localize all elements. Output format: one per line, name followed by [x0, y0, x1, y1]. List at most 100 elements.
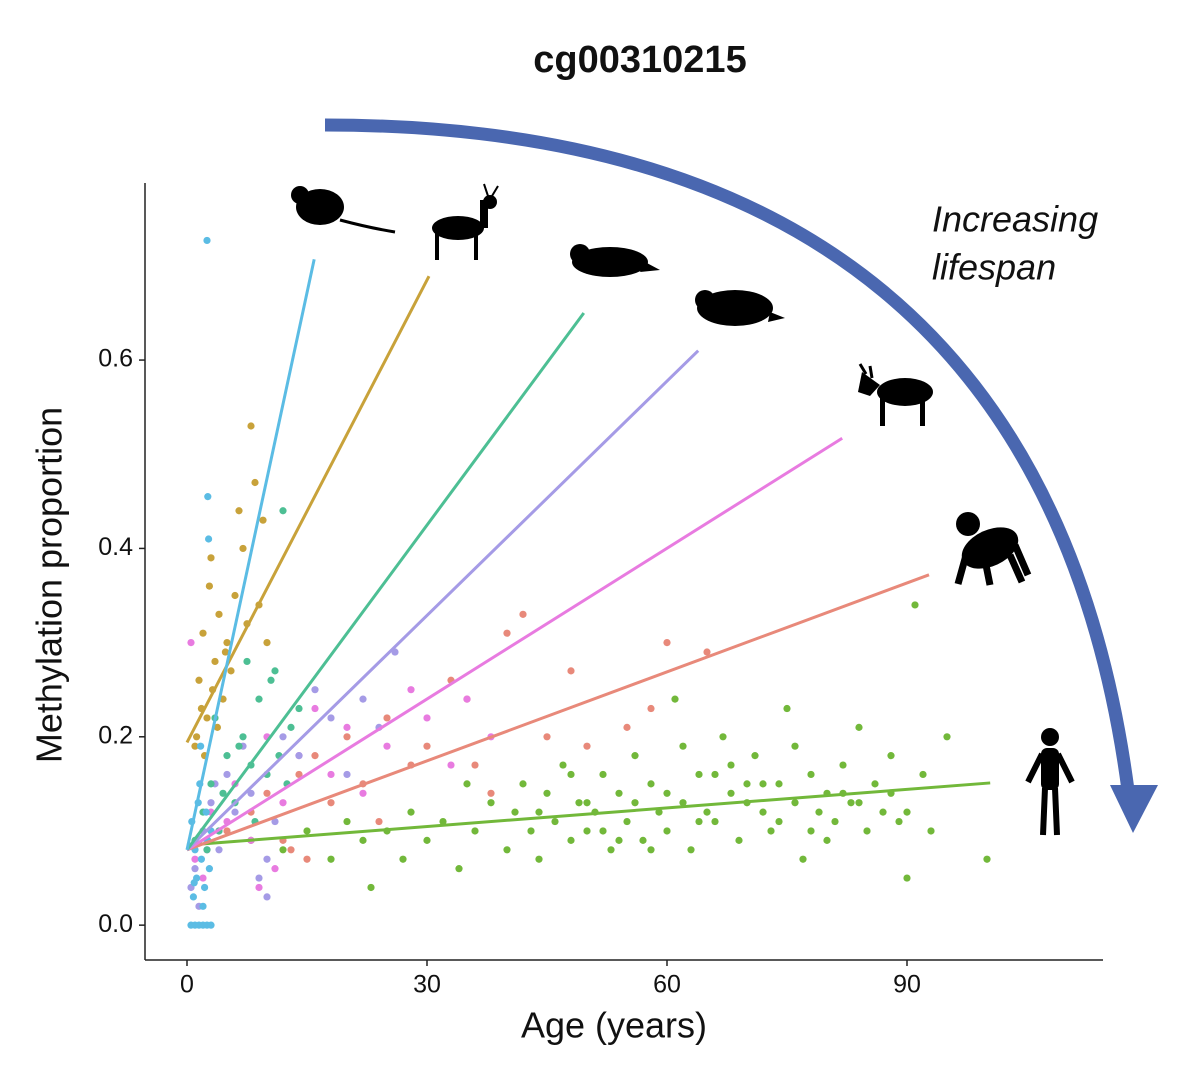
point: [871, 780, 879, 788]
point: [295, 752, 303, 760]
point: [375, 817, 383, 826]
point: [327, 855, 335, 863]
point: [463, 695, 471, 703]
point: [399, 855, 407, 863]
point: [719, 733, 727, 741]
point: [343, 723, 351, 731]
point: [239, 733, 247, 741]
x-tick-label: 90: [893, 971, 921, 999]
point: [195, 676, 203, 684]
point: [247, 789, 255, 797]
point: [279, 799, 287, 807]
point: [911, 601, 919, 609]
point: [927, 827, 935, 835]
point: [807, 827, 815, 835]
point: [327, 799, 335, 807]
point: [631, 752, 639, 760]
point: [263, 639, 271, 647]
point: [223, 770, 231, 779]
point: [663, 827, 671, 835]
point: [203, 714, 211, 722]
point: [679, 742, 687, 750]
point: [559, 761, 567, 769]
point: [343, 817, 351, 826]
point: [623, 817, 631, 826]
point: [471, 761, 479, 769]
point: [663, 639, 671, 647]
annotation: Increasing: [932, 199, 1098, 240]
point: [223, 752, 231, 760]
point: [903, 874, 911, 882]
arrow-head: [1110, 785, 1158, 833]
point: [423, 836, 431, 844]
point: [383, 742, 391, 750]
point: [199, 629, 207, 637]
point: [799, 855, 807, 863]
point: [655, 808, 663, 816]
y-tick-label: 0.2: [98, 721, 133, 749]
point: [197, 855, 205, 863]
point: [383, 714, 391, 722]
point: [775, 780, 783, 788]
point: [895, 817, 903, 826]
fit-line: [185, 349, 700, 851]
x-tick-label: 0: [180, 971, 194, 999]
mole-rat-icon: [695, 290, 785, 326]
point: [287, 846, 295, 854]
point: [359, 836, 367, 844]
point: [583, 799, 591, 807]
point: [439, 817, 447, 826]
point: [639, 836, 647, 844]
point: [535, 808, 543, 816]
point: [647, 846, 655, 854]
point: [423, 714, 431, 722]
point: [631, 799, 639, 807]
point: [599, 827, 607, 835]
lifespan-arrow: [324, 118, 1158, 833]
point: [695, 770, 703, 779]
point: [943, 733, 951, 741]
point: [263, 893, 271, 901]
point: [615, 789, 623, 797]
point: [807, 770, 815, 779]
point: [207, 799, 215, 807]
point: [207, 780, 215, 788]
point: [193, 733, 201, 741]
mouse-icon: [291, 186, 396, 234]
point: [703, 648, 711, 656]
point: [663, 789, 671, 797]
point: [255, 695, 263, 703]
point: [567, 770, 575, 779]
point: [983, 855, 991, 863]
point: [203, 846, 211, 854]
deer-icon: [432, 183, 499, 260]
point: [279, 846, 287, 854]
point: [679, 799, 687, 807]
point: [213, 723, 221, 731]
chimp-icon: [954, 512, 1032, 586]
point: [695, 817, 703, 826]
fit-line: [185, 312, 586, 851]
point: [271, 817, 279, 826]
point: [263, 789, 271, 797]
point: [759, 808, 767, 816]
point: [823, 836, 831, 844]
point: [203, 236, 211, 245]
point: [623, 723, 631, 731]
fit-line: [186, 436, 843, 852]
point: [303, 855, 311, 863]
point: [235, 742, 243, 750]
fit-line: [186, 573, 930, 852]
point: [687, 846, 695, 854]
point: [919, 770, 927, 779]
point: [223, 639, 231, 647]
point: [855, 799, 863, 807]
point: [879, 808, 887, 816]
point: [711, 770, 719, 779]
point: [191, 855, 199, 863]
point: [599, 770, 607, 779]
point: [295, 770, 303, 779]
point: [367, 883, 375, 892]
point: [407, 686, 415, 694]
